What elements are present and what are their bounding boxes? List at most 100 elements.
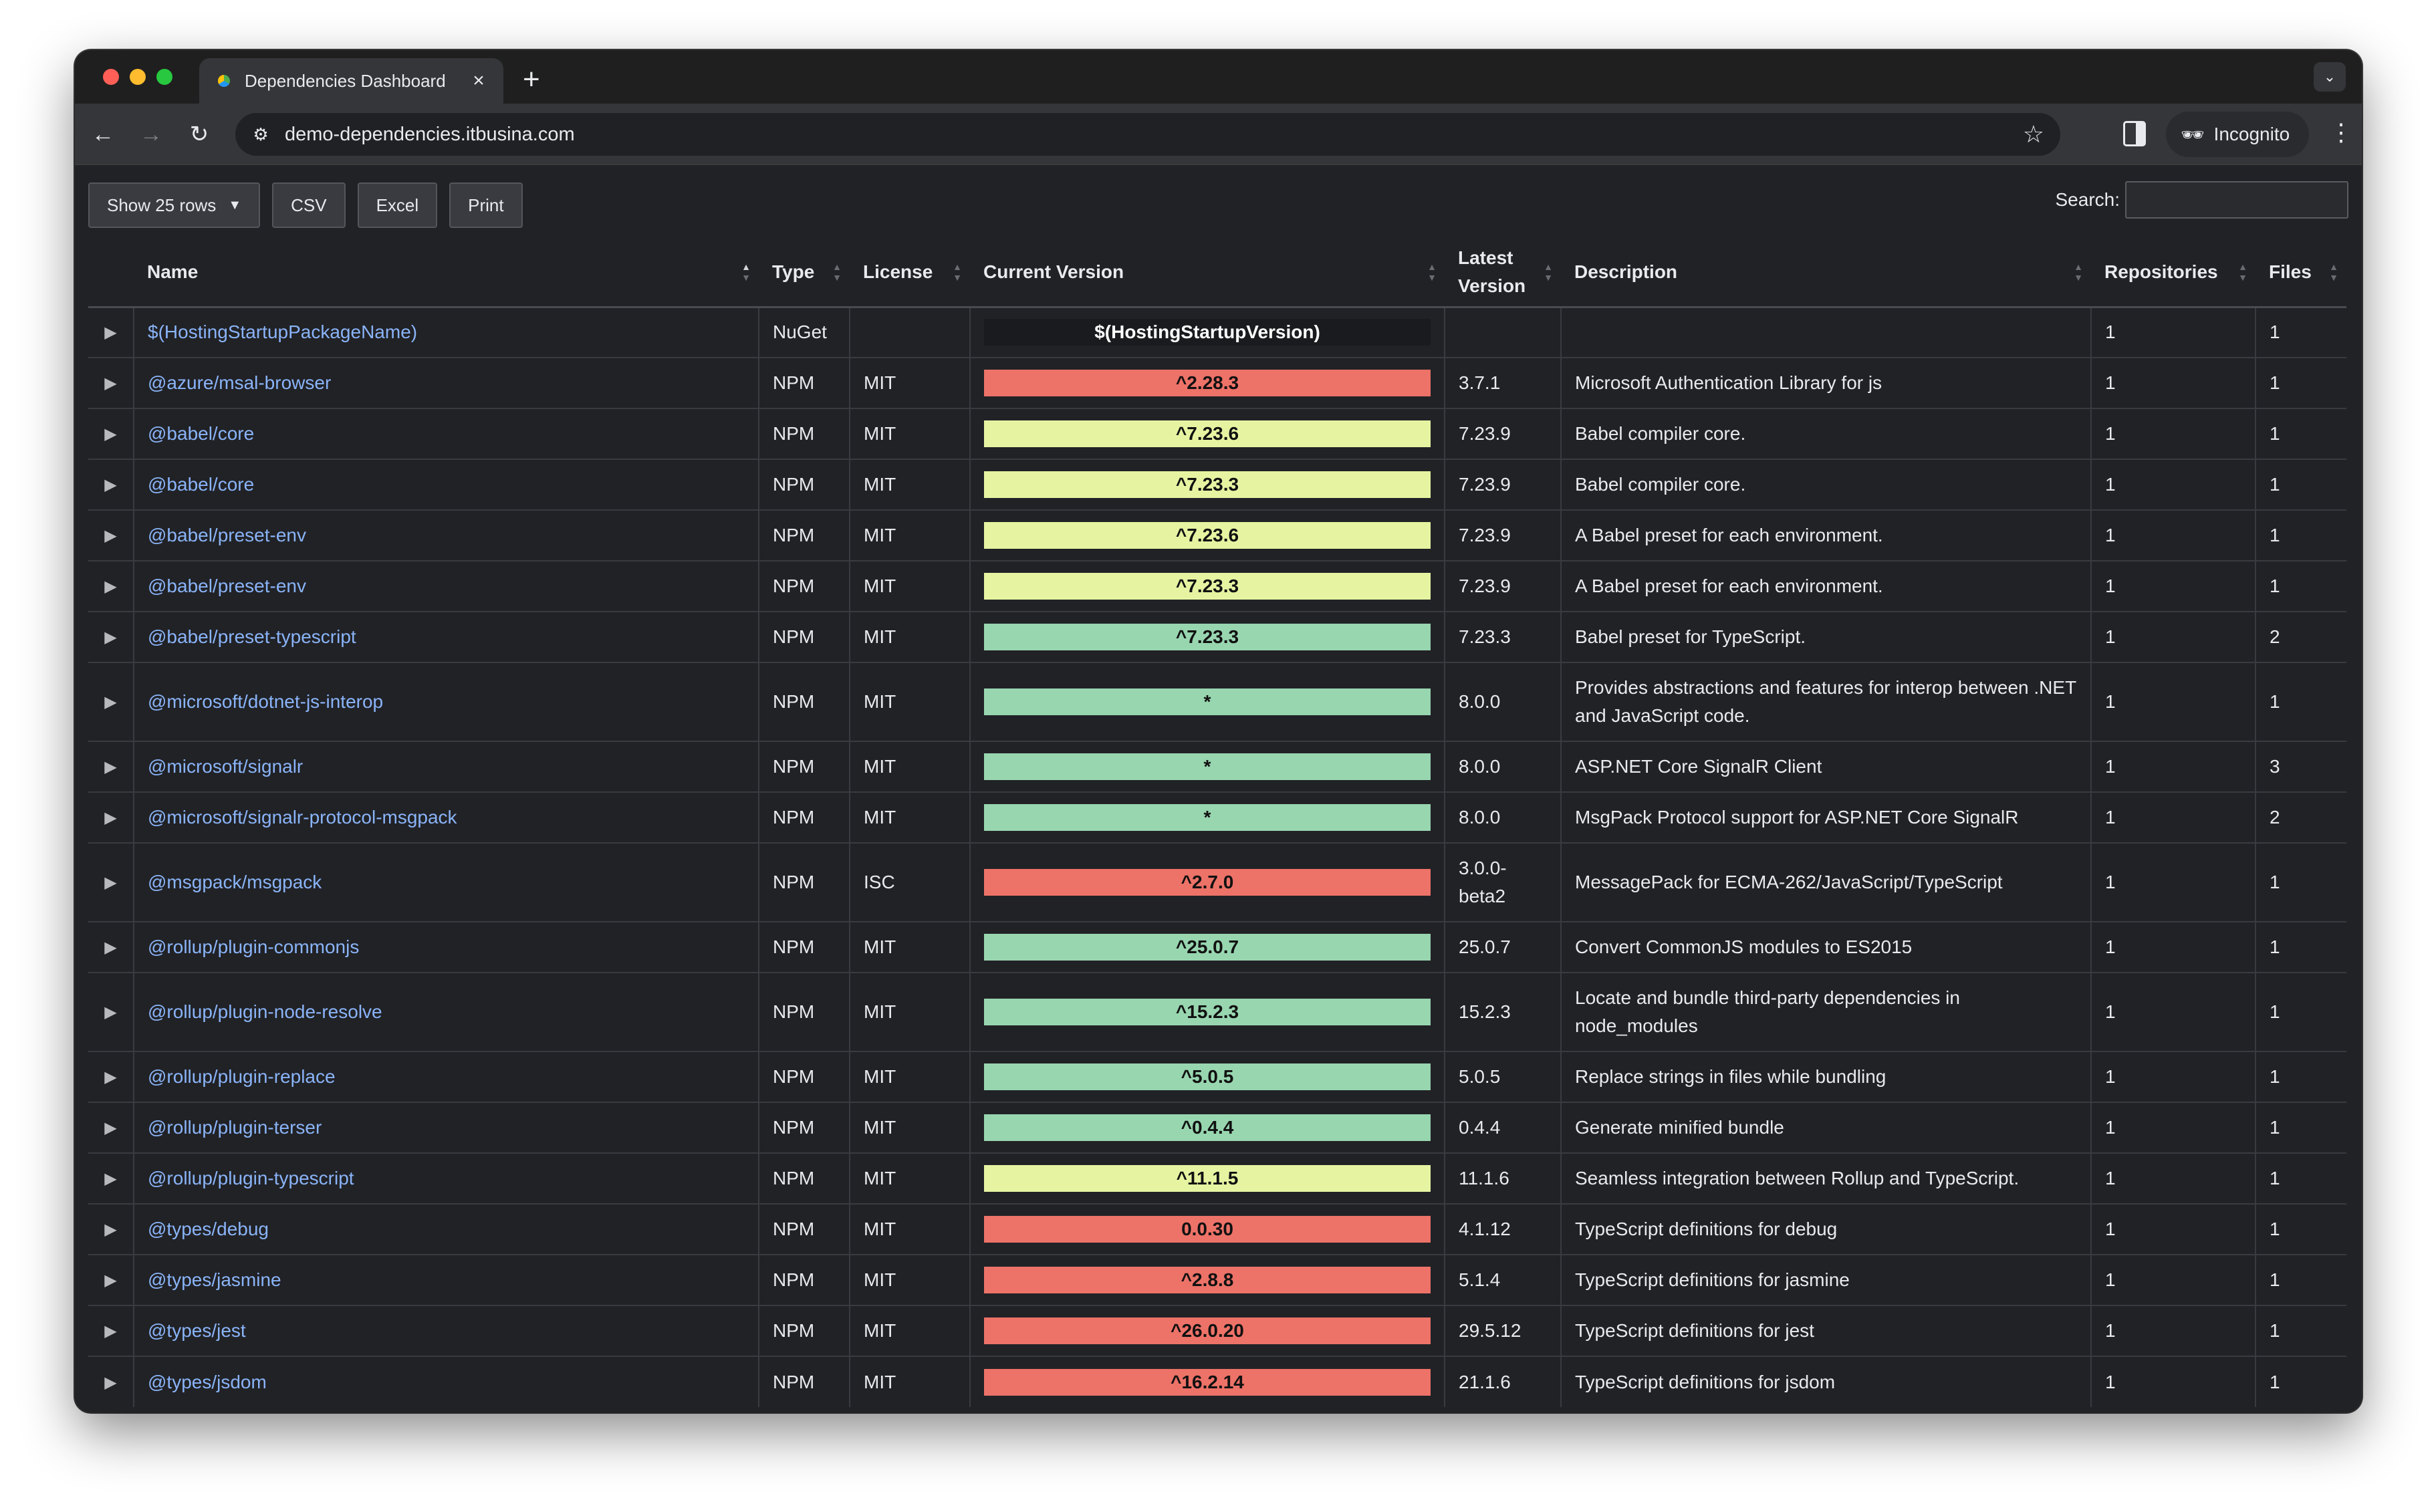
package-link[interactable]: @types/jsdom <box>148 1371 267 1392</box>
site-settings-icon[interactable]: ⚙ <box>253 124 269 144</box>
sort-icon[interactable]: ▲ ▼ <box>2074 261 2083 283</box>
more-menu-icon[interactable]: ⋮ <box>2329 118 2353 146</box>
expand-row-icon[interactable]: ▶ <box>104 1271 117 1289</box>
expand-row-cell[interactable]: ▶ <box>88 1051 134 1102</box>
package-link[interactable]: @babel/core <box>148 423 255 444</box>
expand-row-cell[interactable]: ▶ <box>88 1305 134 1356</box>
current-version-column-header[interactable]: Current Version ▲ ▼ <box>970 239 1445 308</box>
expand-row-icon[interactable]: ▶ <box>104 1003 117 1021</box>
expand-row-icon[interactable]: ▶ <box>104 527 117 545</box>
maximize-window-button[interactable] <box>156 69 172 85</box>
expand-row-cell[interactable]: ▶ <box>88 1152 134 1204</box>
expand-row-cell[interactable]: ▶ <box>88 459 134 510</box>
expand-row-icon[interactable]: ▶ <box>104 1068 117 1086</box>
browser-tab[interactable]: Dependencies Dashboard × <box>199 58 503 104</box>
package-link[interactable]: @types/debug <box>148 1219 269 1239</box>
sort-icon[interactable]: ▲ ▼ <box>832 261 842 283</box>
expand-row-cell[interactable]: ▶ <box>88 972 134 1051</box>
expand-row-cell[interactable]: ▶ <box>88 842 134 922</box>
expand-row-icon[interactable]: ▶ <box>104 1322 117 1340</box>
address-bar[interactable]: ⚙ demo-dependencies.itbusina.com ☆ <box>235 113 2060 156</box>
expand-row-icon[interactable]: ▶ <box>104 628 117 646</box>
expand-row-cell[interactable]: ▶ <box>88 1356 134 1407</box>
expand-row-icon[interactable]: ▶ <box>104 1170 117 1188</box>
current-version-cell: ^2.28.3 <box>969 357 1445 408</box>
expand-row-icon[interactable]: ▶ <box>104 874 117 892</box>
type-column-header[interactable]: Type ▲ ▼ <box>759 239 850 308</box>
description-column-header[interactable]: Description ▲ ▼ <box>1561 239 2091 308</box>
package-link[interactable]: @rollup/plugin-node-resolve <box>148 1001 382 1022</box>
expand-row-icon[interactable]: ▶ <box>104 938 117 957</box>
expand-row-cell[interactable]: ▶ <box>88 741 134 792</box>
reload-icon[interactable]: ↻ <box>189 122 209 147</box>
tab-search-chevron-icon[interactable]: ⌄ <box>2314 62 2346 92</box>
side-panel-icon[interactable] <box>2123 121 2146 146</box>
expand-row-cell[interactable]: ▶ <box>88 357 134 408</box>
sort-icon[interactable]: ▲ ▼ <box>953 261 962 283</box>
name-column-header[interactable]: Name ▲ ▼ <box>134 239 759 308</box>
expand-row-cell[interactable]: ▶ <box>88 1254 134 1305</box>
sort-icon[interactable]: ▲ ▼ <box>2238 261 2247 283</box>
package-link[interactable]: @microsoft/signalr-protocol-msgpack <box>148 807 457 828</box>
csv-button[interactable]: CSV <box>272 182 346 228</box>
repositories-cell: 1 <box>2090 921 2256 973</box>
package-link[interactable]: @msgpack/msgpack <box>148 872 322 892</box>
expand-row-cell[interactable]: ▶ <box>88 791 134 843</box>
package-link[interactable]: @babel/preset-typescript <box>148 626 356 647</box>
files-column-header[interactable]: Files ▲ ▼ <box>2256 239 2346 308</box>
package-link[interactable]: @azure/msal-browser <box>148 372 332 393</box>
expand-row-icon[interactable]: ▶ <box>104 693 117 711</box>
expand-row-cell[interactable]: ▶ <box>88 509 134 561</box>
expand-row-icon[interactable]: ▶ <box>104 1221 117 1239</box>
expand-row-icon[interactable]: ▶ <box>104 324 117 342</box>
incognito-badge[interactable]: 🕶 Incognito <box>2166 112 2309 157</box>
repositories-column-header[interactable]: Repositories ▲ ▼ <box>2091 239 2256 308</box>
close-tab-icon[interactable]: × <box>473 70 485 92</box>
package-link[interactable]: @babel/preset-env <box>148 525 307 545</box>
expand-row-cell[interactable]: ▶ <box>88 921 134 973</box>
expand-row-cell[interactable]: ▶ <box>88 306 134 358</box>
url-text[interactable]: demo-dependencies.itbusina.com <box>285 123 575 145</box>
package-link[interactable]: @rollup/plugin-commonjs <box>148 936 360 957</box>
back-arrow-icon[interactable]: ← <box>92 121 114 147</box>
latest-version-column-header[interactable]: Latest Version ▲ ▼ <box>1445 239 1561 308</box>
sort-icon[interactable]: ▲ ▼ <box>1544 261 1553 283</box>
expand-row-icon[interactable]: ▶ <box>104 578 117 596</box>
package-link[interactable]: @rollup/plugin-terser <box>148 1117 322 1138</box>
excel-button[interactable]: Excel <box>357 182 438 228</box>
package-link[interactable]: $(HostingStartupPackageName) <box>148 322 418 343</box>
package-link[interactable]: @babel/preset-env <box>148 576 307 596</box>
sort-icon[interactable]: ▲ ▼ <box>2329 261 2338 283</box>
package-link[interactable]: @babel/core <box>148 474 255 495</box>
expand-row-icon[interactable]: ▶ <box>104 425 117 443</box>
sort-icon[interactable]: ▲ ▼ <box>1427 261 1437 283</box>
minimize-window-button[interactable] <box>130 69 146 85</box>
package-link[interactable]: @types/jest <box>148 1320 246 1341</box>
search-input[interactable] <box>2125 181 2348 219</box>
expand-row-cell[interactable]: ▶ <box>88 1203 134 1255</box>
expand-row-cell[interactable]: ▶ <box>88 560 134 612</box>
package-link[interactable]: @rollup/plugin-replace <box>148 1066 336 1087</box>
expand-row-cell[interactable]: ▶ <box>88 408 134 459</box>
package-link[interactable]: @rollup/plugin-typescript <box>148 1168 354 1188</box>
package-link[interactable]: @types/jasmine <box>148 1269 281 1290</box>
show-rows-dropdown[interactable]: Show 25 rows ▼ <box>88 182 261 228</box>
bookmark-star-icon[interactable]: ☆ <box>2022 120 2044 148</box>
expand-row-icon[interactable]: ▶ <box>104 809 117 827</box>
print-button[interactable]: Print <box>449 182 523 228</box>
expand-row-cell[interactable]: ▶ <box>88 662 134 741</box>
expand-row-icon[interactable]: ▶ <box>104 374 117 392</box>
close-window-button[interactable] <box>103 69 119 85</box>
expand-row-icon[interactable]: ▶ <box>104 758 117 776</box>
expand-row-icon[interactable]: ▶ <box>104 1119 117 1137</box>
forward-arrow-icon[interactable]: → <box>140 121 162 147</box>
package-link[interactable]: @microsoft/signalr <box>148 756 303 777</box>
expand-row-icon[interactable]: ▶ <box>104 1373 117 1392</box>
new-tab-button[interactable]: + <box>523 63 540 96</box>
license-column-header[interactable]: License ▲ ▼ <box>850 239 970 308</box>
sort-ascending-icon[interactable]: ▲ ▼ <box>741 261 751 283</box>
expand-row-cell[interactable]: ▶ <box>88 611 134 662</box>
package-link[interactable]: @microsoft/dotnet-js-interop <box>148 691 384 712</box>
expand-row-icon[interactable]: ▶ <box>104 476 117 494</box>
expand-row-cell[interactable]: ▶ <box>88 1102 134 1153</box>
